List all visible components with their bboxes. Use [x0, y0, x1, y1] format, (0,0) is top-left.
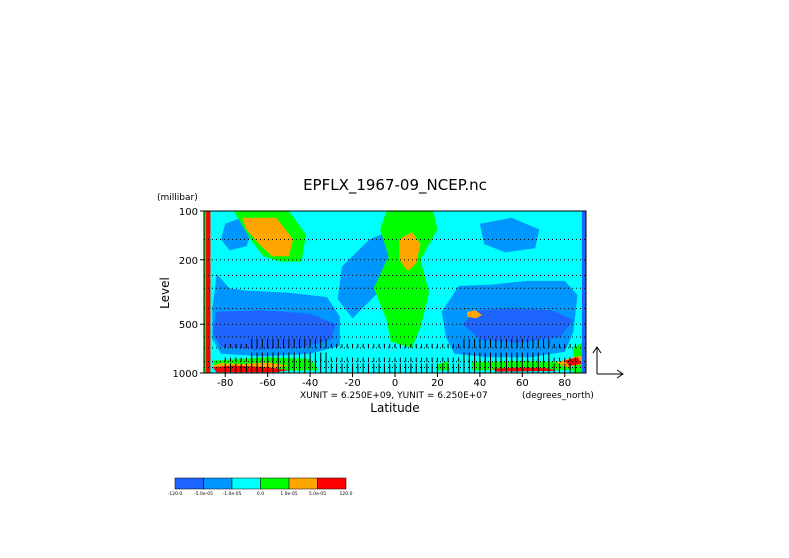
x-axis-label: Latitude [370, 401, 419, 415]
contour-region-7 [462, 308, 574, 343]
x-tick-label-0: -80 [217, 378, 233, 389]
colorbar-label-0: -120.0 [168, 491, 183, 497]
y-axis-label: Level [158, 277, 172, 309]
colorbar-label-6: 120.0 [340, 491, 353, 497]
colorbar-label-2: -1.0e-05 [223, 491, 242, 497]
plot-area [203, 210, 587, 374]
x-tick-label-2: -40 [302, 378, 318, 389]
vector-unit-label: XUNIT = 6.250E+09, YUNIT = 6.250E+07 [300, 391, 488, 401]
reference-arrow-y-head [592, 346, 602, 354]
contour-region-16 [399, 232, 421, 272]
y-tick-label-3: 1000 [173, 369, 198, 380]
contour-region-23 [492, 367, 557, 372]
contour-region-22 [212, 365, 289, 373]
colorbar-label-1: -5.0e-05 [194, 491, 213, 497]
x-tick-label-3: -20 [344, 378, 360, 389]
x-tick-label-6: 40 [474, 378, 487, 389]
y-tick-label-1: 200 [179, 256, 198, 267]
contour-region-21 [206, 211, 211, 373]
reference-vector [592, 346, 624, 379]
colorbar-swatch-3 [260, 477, 290, 490]
colorbar: -120.0 -5.0e-05 -1.0e-05 0.0 1.0e-05 5.0e-05 1… [168, 477, 353, 497]
reference-arrow-x-head [616, 369, 624, 379]
colorbar-swatch-1 [203, 477, 233, 490]
colorbar-swatch-0 [174, 477, 204, 490]
contour-region-5 [479, 217, 540, 253]
contour-region-25 [581, 211, 586, 373]
contour-region-24 [564, 357, 582, 366]
x-tick-label-8: 80 [558, 378, 571, 389]
x-units-label: (degrees_north) [522, 391, 594, 401]
colorbar-swatch-2 [231, 477, 261, 490]
y-units-label: (millibar) [157, 193, 198, 203]
x-tick-label-7: 60 [516, 378, 529, 389]
y-ticks: 100 200 500 1000 [173, 207, 204, 380]
colorbar-swatch-5 [317, 477, 347, 490]
x-ticks: -80 -60 -40 -20 0 20 40 60 80 [217, 373, 571, 389]
x-tick-label-1: -60 [259, 378, 275, 389]
colorbar-label-4: 1.0e-05 [280, 491, 297, 497]
colorbar-label-5: 5.0e-05 [309, 491, 326, 497]
y-tick-label-2: 500 [179, 320, 198, 331]
colorbar-label-3: 0.0 [257, 491, 264, 497]
contour-region-17 [467, 310, 482, 319]
contour-region-8 [373, 211, 438, 348]
y-tick-label-0: 100 [179, 207, 198, 218]
x-tick-label-5: 20 [431, 378, 444, 389]
chart-title: EPFLX_1967-09_NCEP.nc [303, 176, 487, 195]
colorbar-swatch-4 [288, 477, 318, 490]
x-tick-label-4: 0 [392, 378, 398, 389]
contour-region-15 [242, 217, 294, 257]
